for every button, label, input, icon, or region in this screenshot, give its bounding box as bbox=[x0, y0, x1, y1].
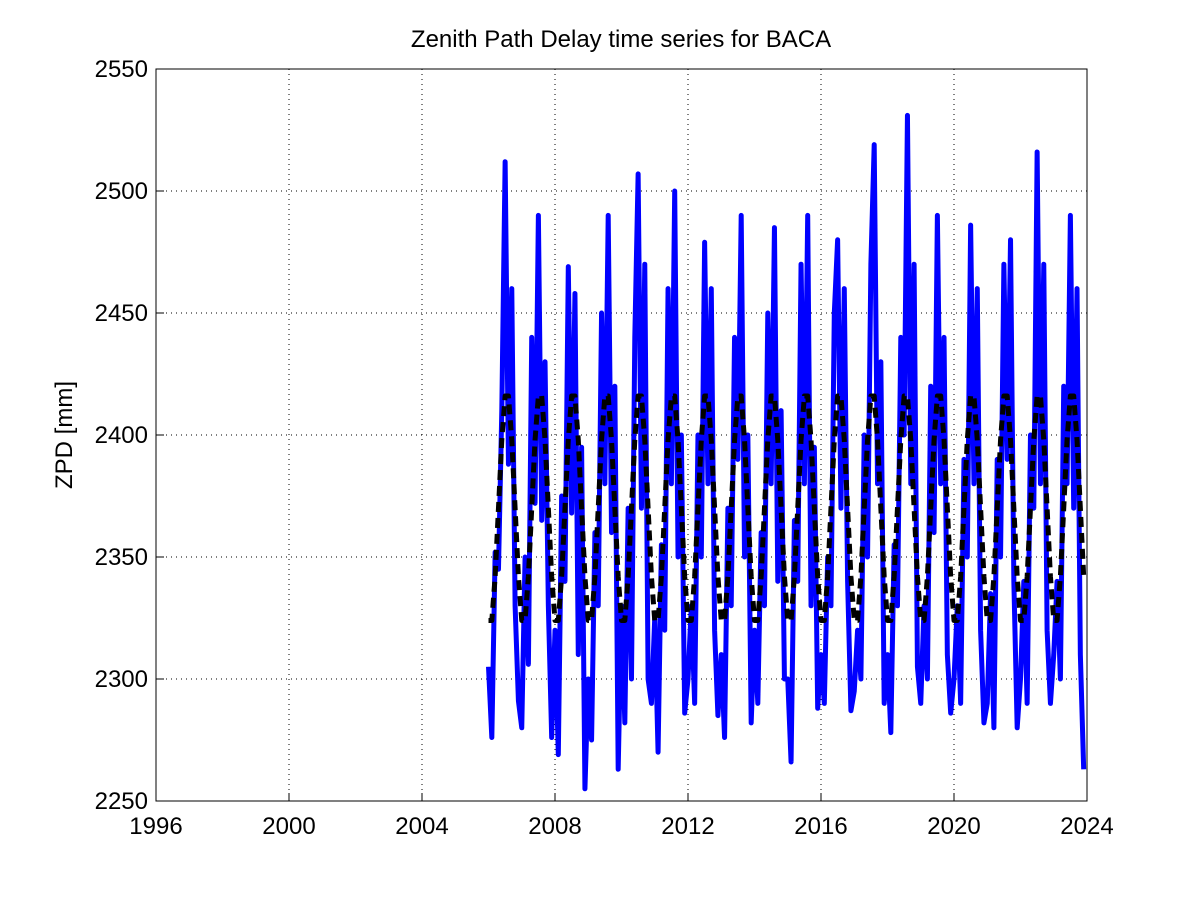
x-tick-label: 2008 bbox=[528, 813, 581, 840]
y-tick-label: 2350 bbox=[95, 544, 148, 571]
y-tick-label: 2550 bbox=[95, 56, 148, 83]
axes-box bbox=[155, 68, 1088, 802]
y-tick-label: 2300 bbox=[95, 666, 148, 693]
x-tick-label: 2024 bbox=[1060, 813, 1113, 840]
y-tick-label: 2500 bbox=[95, 178, 148, 205]
x-tick-label: 2000 bbox=[262, 813, 315, 840]
chart-title: Zenith Path Delay time series for BACA bbox=[411, 26, 831, 53]
x-tick-label: 2016 bbox=[794, 813, 847, 840]
y-tick-label: 2450 bbox=[95, 300, 148, 327]
x-tick-label: 2020 bbox=[927, 813, 980, 840]
x-tick-label: 1996 bbox=[129, 813, 182, 840]
series-line bbox=[486, 112, 1087, 792]
y-axis-label: ZPD [mm] bbox=[51, 381, 78, 489]
y-tick-label: 2400 bbox=[95, 422, 148, 449]
y-tick-label: 2250 bbox=[95, 788, 148, 815]
x-tick-label: 2004 bbox=[395, 813, 448, 840]
x-tick-label: 2012 bbox=[661, 813, 714, 840]
series-line bbox=[488, 393, 1087, 623]
